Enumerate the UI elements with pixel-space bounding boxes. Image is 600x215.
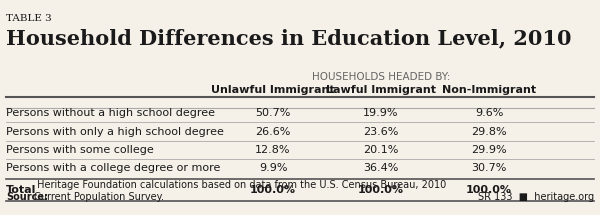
Text: 19.9%: 19.9% — [363, 108, 399, 118]
Text: 100.0%: 100.0% — [250, 185, 296, 195]
Text: TABLE 3: TABLE 3 — [6, 14, 52, 23]
Text: 36.4%: 36.4% — [364, 163, 398, 173]
Text: Unlawful Immigrant: Unlawful Immigrant — [211, 85, 335, 95]
Text: 20.1%: 20.1% — [364, 145, 398, 155]
Text: 100.0%: 100.0% — [358, 185, 404, 195]
Text: 100.0%: 100.0% — [466, 185, 512, 195]
Text: Non-Immigrant: Non-Immigrant — [442, 85, 536, 95]
Text: 12.8%: 12.8% — [255, 145, 291, 155]
Text: 29.8%: 29.8% — [471, 127, 507, 137]
Text: Total: Total — [6, 185, 37, 195]
Text: 26.6%: 26.6% — [256, 127, 290, 137]
Text: 29.9%: 29.9% — [471, 145, 507, 155]
Text: Persons with some college: Persons with some college — [6, 145, 154, 155]
Text: 9.9%: 9.9% — [259, 163, 287, 173]
Text: 23.6%: 23.6% — [364, 127, 398, 137]
Text: 9.6%: 9.6% — [475, 108, 503, 118]
Text: Source:: Source: — [6, 192, 48, 202]
Text: Persons with a college degree or more: Persons with a college degree or more — [6, 163, 220, 173]
Text: Persons without a high school degree: Persons without a high school degree — [6, 108, 215, 118]
Text: HOUSEHOLDS HEADED BY:: HOUSEHOLDS HEADED BY: — [312, 72, 450, 82]
Text: 30.7%: 30.7% — [472, 163, 506, 173]
Text: Household Differences in Education Level, 2010: Household Differences in Education Level… — [6, 28, 571, 48]
Text: 50.7%: 50.7% — [256, 108, 290, 118]
Text: Heritage Foundation calculations based on data from the U.S. Census Bureau, 2010: Heritage Foundation calculations based o… — [34, 181, 446, 202]
Text: SR 133  ■  heritage.org: SR 133 ■ heritage.org — [478, 192, 594, 202]
Text: Persons with only a high school degree: Persons with only a high school degree — [6, 127, 224, 137]
Text: Lawful Immigrant: Lawful Immigrant — [326, 85, 436, 95]
